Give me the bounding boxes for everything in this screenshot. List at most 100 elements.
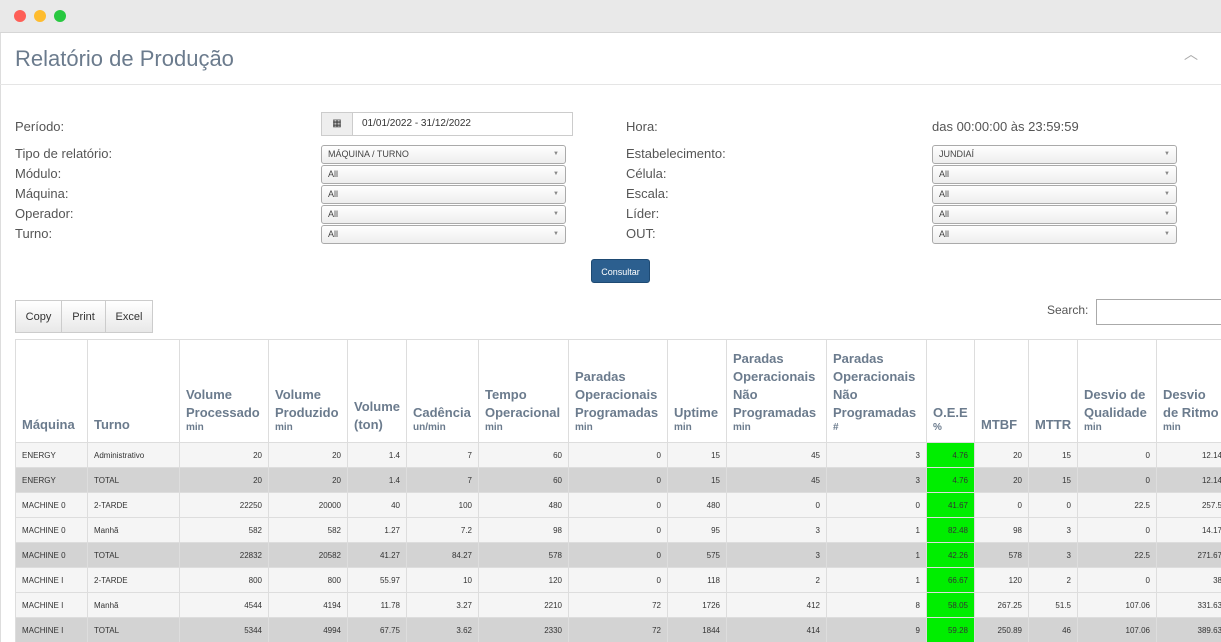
date-range-input[interactable]: ▦ 01/01/2022 - 31/12/2022 <box>321 112 573 136</box>
column-header[interactable]: MTBF <box>974 339 1029 443</box>
table-cell: 2-TARDE <box>87 567 180 593</box>
table-cell: 582 <box>268 517 348 543</box>
table-cell: 66.67 <box>926 567 975 593</box>
table-cell: ENERGY <box>15 467 88 493</box>
maximize-button[interactable] <box>54 10 66 22</box>
select[interactable]: All <box>932 205 1177 224</box>
select[interactable]: MÁQUINA / TURNO <box>321 145 566 164</box>
table-cell: 15 <box>1028 467 1078 493</box>
table-cell: 58.05 <box>926 592 975 618</box>
column-header[interactable]: Tempo Operacional min <box>478 339 569 443</box>
minimize-button[interactable] <box>34 10 46 22</box>
column-header[interactable]: MTTR <box>1028 339 1078 443</box>
table-cell: 60 <box>478 442 569 468</box>
close-button[interactable] <box>14 10 26 22</box>
column-header[interactable]: Turno <box>87 339 180 443</box>
column-name: Volume Processado <box>186 387 260 420</box>
table-cell: Administrativo <box>87 442 180 468</box>
toolbar-button[interactable]: Copy <box>15 300 62 333</box>
table-cell: 4.76 <box>926 467 975 493</box>
table-cell: TOTAL <box>87 467 180 493</box>
column-header[interactable]: Máquina <box>15 339 88 443</box>
table-row: MACHINE 0 Manhã 582 582 1.27 7.2 98 0 95 3 1 82.48 9… <box>15 517 1221 543</box>
column-header[interactable]: Volume (ton) <box>347 339 407 443</box>
table-cell: 412 <box>726 592 827 618</box>
table-cell: 15 <box>667 467 727 493</box>
table-cell: MACHINE I <box>15 567 88 593</box>
column-header[interactable]: O.E.E% <box>926 339 975 443</box>
time-range: das 00:00:00 às 23:59:59 <box>932 119 1079 134</box>
table-cell: 1 <box>826 567 927 593</box>
select[interactable]: All <box>321 165 566 184</box>
select[interactable]: JUNDIAÍ <box>932 145 1177 164</box>
table-cell: 45 <box>726 442 827 468</box>
column-name: Tempo Operacional <box>485 387 561 420</box>
select[interactable]: All <box>321 185 566 204</box>
table-cell: 59.28 <box>926 617 975 642</box>
table-cell: MACHINE 0 <box>15 492 88 518</box>
select[interactable]: All <box>321 225 566 244</box>
table-cell: 0 <box>1077 567 1157 593</box>
table-cell: 14.17 <box>1156 517 1221 543</box>
column-header[interactable]: Volume Produzido min <box>268 339 348 443</box>
table-cell: 480 <box>478 492 569 518</box>
table-cell: 0 <box>726 492 827 518</box>
collapse-toggle[interactable]: ︿ <box>1184 46 1198 62</box>
select[interactable]: All <box>321 205 566 224</box>
table-cell: 22.5 <box>1077 542 1157 568</box>
column-header[interactable]: Paradas Operacionais Não Programadas min <box>726 339 827 443</box>
table-cell: 4994 <box>268 617 348 642</box>
search-input[interactable] <box>1096 299 1221 325</box>
select[interactable]: All <box>932 185 1177 204</box>
filter-label: Estabelecimento: <box>626 146 726 161</box>
table-cell: 582 <box>179 517 269 543</box>
table-cell: 107.06 <box>1077 592 1157 618</box>
table-cell: 20 <box>179 467 269 493</box>
table-container: Máquina Turno Volume Processado min Volume P… <box>15 339 1221 642</box>
table-cell: TOTAL <box>87 542 180 568</box>
column-header[interactable]: Uptime min <box>667 339 727 443</box>
column-header[interactable]: Volume Processado min <box>179 339 269 443</box>
table-cell: 2210 <box>478 592 569 618</box>
column-header[interactable]: Paradas Operacionais Programadas min <box>568 339 668 443</box>
column-header[interactable]: Paradas Operacionais Não Programadas # <box>826 339 927 443</box>
column-name: Turno <box>94 417 130 432</box>
table-cell: 72 <box>568 592 668 618</box>
table-cell: 578 <box>478 542 569 568</box>
filter-label: Célula: <box>626 166 667 181</box>
table-cell: 120 <box>974 567 1029 593</box>
table-cell: 12.14 <box>1156 442 1221 468</box>
table-row: MACHINE I TOTAL 5344 4994 67.75 3.62 2330 72 184… <box>15 617 1221 642</box>
window-titlebar <box>0 0 1221 33</box>
table-cell: 20000 <box>268 492 348 518</box>
toolbar-button[interactable]: Print <box>61 300 106 333</box>
table-cell: 12.14 <box>1156 467 1221 493</box>
table-cell: 7 <box>406 442 479 468</box>
toolbar-button[interactable]: Excel <box>105 300 153 333</box>
column-unit: % <box>933 422 942 433</box>
table-cell: 1.27 <box>347 517 407 543</box>
submit-button[interactable]: Consultar <box>591 259 650 283</box>
column-name: MTBF <box>981 417 1018 432</box>
table-cell: 0 <box>1077 467 1157 493</box>
column-header[interactable]: Desvio de Ritmo min <box>1156 339 1221 443</box>
table-cell: 271.67 <box>1156 542 1221 568</box>
table-cell: 22832 <box>179 542 269 568</box>
column-header[interactable]: Cadência un/min <box>406 339 479 443</box>
table-cell: 46 <box>1028 617 1078 642</box>
select[interactable]: All <box>932 165 1177 184</box>
table-cell: 5344 <box>179 617 269 642</box>
column-header[interactable]: Desvio de Qualidade min <box>1077 339 1157 443</box>
table-cell: 3 <box>1028 517 1078 543</box>
column-name: Volume (ton) <box>354 399 400 432</box>
table-cell: 15 <box>667 442 727 468</box>
table-cell: 3 <box>726 542 827 568</box>
table-cell: MACHINE 0 <box>15 517 88 543</box>
table-cell: 67.75 <box>347 617 407 642</box>
table-row: MACHINE 0 2-TARDE 22250 20000 40 100 480 0 480 0 0… <box>15 492 1221 518</box>
table-cell: 0 <box>826 492 927 518</box>
table-cell: 20 <box>974 442 1029 468</box>
table-row: MACHINE I 2-TARDE 800 800 55.97 10 120 0 118 2 1 66… <box>15 567 1221 593</box>
select[interactable]: All <box>932 225 1177 244</box>
column-unit: # <box>833 422 839 433</box>
